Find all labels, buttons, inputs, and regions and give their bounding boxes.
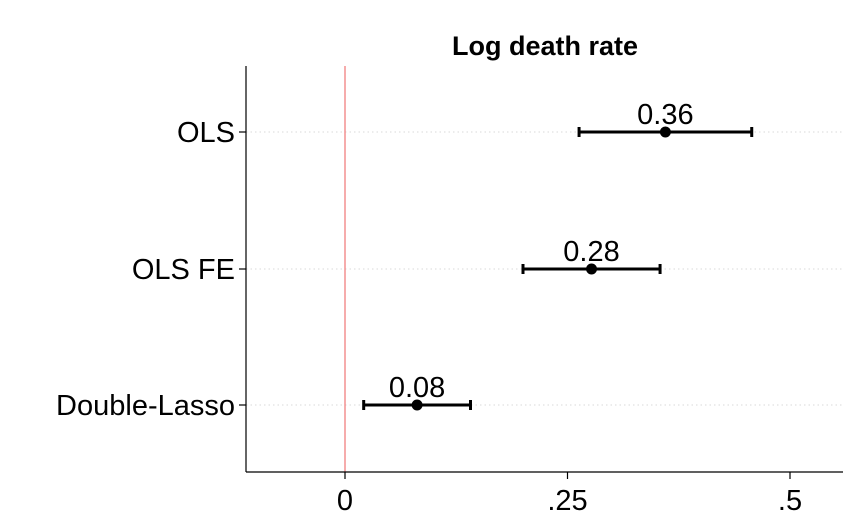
x-tick-label: 0 [337, 485, 353, 517]
y-tick-label: OLS FE [132, 254, 235, 286]
data-label: 0.36 [637, 99, 693, 131]
y-tick-label: OLS [177, 117, 235, 149]
chart-title: Log death rate [452, 31, 638, 61]
data-label: 0.28 [563, 236, 619, 268]
x-tick-label: .25 [547, 485, 587, 517]
point-estimate [659, 126, 671, 138]
y-tick-labels: OLS OLS FE Double-Lasso [56, 117, 235, 422]
x-tick-label: .5 [778, 485, 802, 517]
data-label: 0.08 [389, 372, 445, 404]
point-estimate [586, 263, 598, 275]
y-tick-label: Double-Lasso [56, 390, 235, 422]
x-tick-labels: 0 .25 .5 [337, 485, 802, 517]
estimates: 0.36 0.28 0.08 [362, 99, 754, 411]
axes [239, 66, 843, 479]
point-estimate [411, 399, 423, 411]
